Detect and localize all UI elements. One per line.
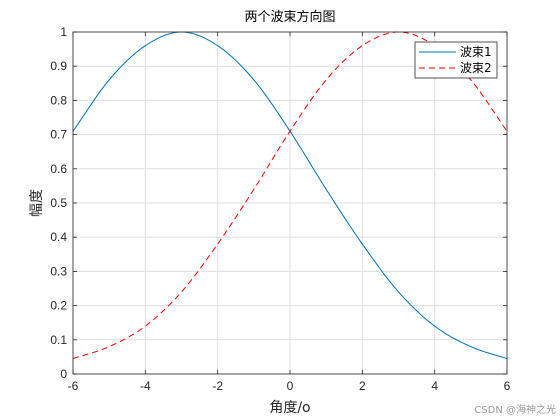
chart-title: 两个波束方向图 xyxy=(244,9,335,25)
y-tick-label: 0.9 xyxy=(50,59,67,73)
legend: 波束1 波束2 xyxy=(414,41,498,79)
x-tick-label: -4 xyxy=(140,379,151,393)
y-tick-label: 0 xyxy=(60,367,67,381)
legend-box xyxy=(414,41,498,79)
y-axis-label: 幅度 xyxy=(29,189,45,217)
y-tick-label: 0.2 xyxy=(50,299,67,313)
x-tick-label: 2 xyxy=(359,379,366,393)
legend-label-beam1: 波束1 xyxy=(460,45,492,59)
y-tick-label: 0.7 xyxy=(50,128,67,142)
y-tick-label: 0.3 xyxy=(50,264,67,278)
y-tick-label: 1 xyxy=(60,25,67,39)
x-axis-label: 角度/o xyxy=(269,400,310,416)
y-tick-label: 0.4 xyxy=(50,230,67,244)
y-tick-label: 0.5 xyxy=(50,196,67,210)
y-tick-label: 0.8 xyxy=(50,93,67,107)
x-tick-label: 6 xyxy=(504,379,511,393)
y-tick-label: 0.1 xyxy=(50,333,67,347)
x-tick-label: 4 xyxy=(431,379,438,393)
x-tick-label: -2 xyxy=(212,379,223,393)
y-tick-label: 0.6 xyxy=(50,162,67,176)
x-tick-label: -6 xyxy=(68,379,79,393)
legend-label-beam2: 波束2 xyxy=(460,61,492,75)
tick-layer: -6 -4 -2 0 2 4 6 0 0.1 0.2 0.3 0.4 0.5 0.6 0.7 0.8 0.9 1 xyxy=(50,25,510,393)
watermark: CSDN @海神之光 xyxy=(474,403,556,416)
x-tick-label: 0 xyxy=(287,379,294,393)
